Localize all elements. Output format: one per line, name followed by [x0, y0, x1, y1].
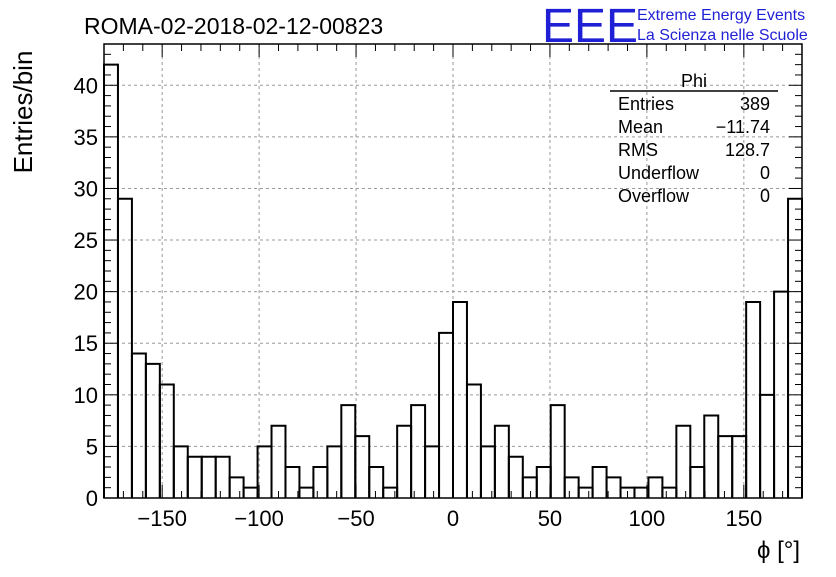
x-tick-label: 0	[447, 506, 459, 531]
y-tick-label: 5	[86, 434, 98, 459]
eee-logo: EEE	[542, 0, 638, 53]
x-tick-label: −50	[337, 506, 374, 531]
stats-row-value: 0	[760, 186, 770, 206]
histogram-bin-12	[270, 424, 287, 498]
histogram-bin-1	[116, 197, 133, 498]
stats-row-label: Overflow	[618, 186, 690, 206]
stats-row-value: 0	[760, 163, 770, 183]
stats-row-label: Underflow	[618, 163, 700, 183]
y-tick-label: 35	[74, 125, 98, 150]
tick-labels: −150 −100 −50 0 50 100 150 0 5 10 15 20 25 30 35 40	[74, 73, 763, 531]
x-tick-label: −150	[137, 506, 187, 531]
y-tick-label: 25	[74, 228, 98, 253]
histogram-bin-13	[284, 466, 301, 498]
x-tick-label: 150	[725, 506, 762, 531]
x-tick-label: −100	[234, 506, 284, 531]
brand-line-1: Extreme Energy Events	[637, 7, 805, 24]
y-tick-label: 20	[74, 280, 98, 305]
histogram-bin-19	[368, 466, 385, 498]
y-tick-label: 0	[86, 486, 98, 511]
histogram-bin-32	[549, 404, 566, 498]
x-axis-label: ϕ [°]	[757, 537, 800, 564]
stats-row-label: Entries	[618, 94, 674, 114]
brand-line-2: La Scienza nelle Scuole	[637, 27, 808, 44]
x-tick-label: 100	[629, 506, 666, 531]
y-axis-label: Entries/bin	[8, 51, 38, 174]
stats-row-label: RMS	[618, 140, 658, 160]
x-tick-label: 50	[538, 506, 562, 531]
run-title: ROMA-02-2018-02-12-00823	[84, 13, 383, 39]
histogram-bin-41	[675, 424, 692, 498]
stats-row-value: −11.74	[716, 117, 770, 137]
stats-rows: Entries 389 Mean −11.74 RMS 128.7 Underflow 0 Ov…	[618, 94, 770, 206]
stats-row-value: 389	[740, 94, 770, 114]
y-tick-label: 15	[74, 331, 98, 356]
y-tick-label: 10	[74, 383, 98, 408]
histogram-series	[103, 63, 803, 498]
histogram-bin-26	[465, 383, 482, 498]
histogram-bin-4	[158, 383, 175, 498]
tick-marks	[103, 43, 803, 499]
stats-row-value: 128.7	[725, 140, 770, 160]
statistics-box: Phi Entries 389 Mean −11.74 RMS 128.7 Underflo…	[610, 71, 778, 206]
stats-title: Phi	[681, 71, 707, 91]
y-tick-label: 40	[74, 73, 98, 98]
stats-row-label: Mean	[618, 117, 663, 137]
y-tick-label: 30	[74, 176, 98, 201]
